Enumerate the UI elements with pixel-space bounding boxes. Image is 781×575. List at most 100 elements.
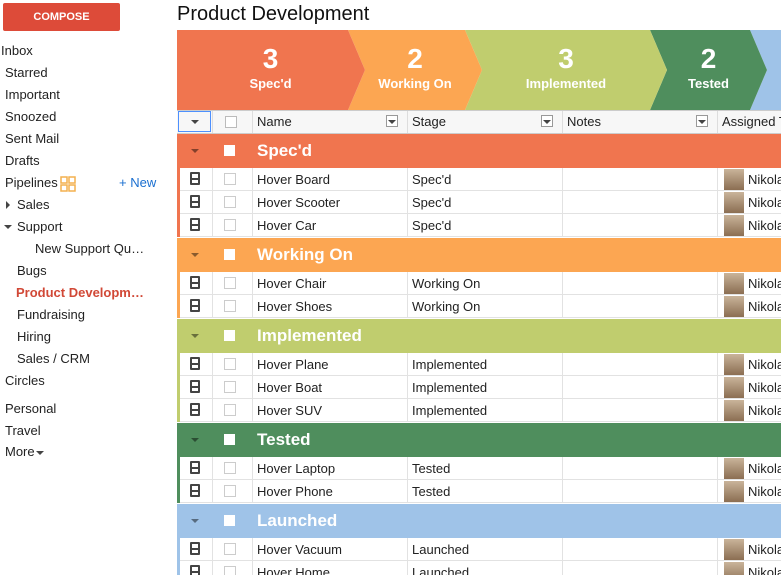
grid-line <box>407 480 408 503</box>
nav-item[interactable]: Starred <box>5 65 48 80</box>
row-checkbox[interactable] <box>224 300 236 312</box>
row-stripe <box>177 191 180 214</box>
row <box>177 538 781 561</box>
row-checkbox[interactable] <box>224 543 236 555</box>
column-header: Assigned T <box>722 114 781 129</box>
cell-assigned: Nikola <box>748 172 781 187</box>
nav-item[interactable]: Hiring <box>17 329 51 344</box>
grid-line <box>717 272 718 295</box>
grid-line <box>252 295 253 318</box>
group-checkbox[interactable] <box>224 515 235 526</box>
nav-item[interactable]: Bugs <box>17 263 47 278</box>
grid-line <box>407 376 408 399</box>
group-toggle[interactable] <box>191 149 199 153</box>
grid-line <box>190 201 200 203</box>
nav-item[interactable]: Sales / CRM <box>17 351 90 366</box>
grid-line <box>717 353 718 376</box>
row-checkbox[interactable] <box>224 462 236 474</box>
row-checkbox[interactable] <box>224 404 236 416</box>
new-pipeline-link[interactable]: + New <box>119 175 157 190</box>
nav-item[interactable]: Fundraising <box>17 307 85 322</box>
grid-line <box>407 168 408 191</box>
avatar <box>724 539 744 560</box>
nav-item[interactable]: Support <box>17 219 63 234</box>
compose-button[interactable]: COMPOSE <box>3 3 120 31</box>
column-dropdown-arrow[interactable] <box>543 120 551 124</box>
cell-stage: Launched <box>412 542 470 557</box>
nav-item[interactable]: Drafts <box>5 153 40 168</box>
grid-line <box>562 191 563 214</box>
column-menu[interactable] <box>191 120 199 124</box>
nav-item[interactable]: New Support Qu… <box>35 241 145 256</box>
grid-line <box>407 295 408 318</box>
row-checkbox[interactable] <box>224 358 236 370</box>
column-dropdown-arrow[interactable] <box>388 120 396 124</box>
row-stripe <box>177 272 180 295</box>
row-checkbox[interactable] <box>224 173 236 185</box>
group-toggle[interactable] <box>191 519 199 523</box>
nav-item[interactable]: Pipelines <box>5 175 58 190</box>
grid-line <box>717 457 718 480</box>
header-row <box>177 110 781 133</box>
cell-name: Hover Home <box>257 565 330 575</box>
nav-item-active[interactable]: Product Developm… <box>16 285 144 300</box>
row-checkbox[interactable] <box>224 196 236 208</box>
cell-stage: Spec'd <box>412 172 452 187</box>
more-arrow[interactable] <box>35 449 45 457</box>
group-header <box>177 238 781 272</box>
nav-item[interactable]: More <box>5 444 35 459</box>
grid-line <box>407 191 408 214</box>
stage-chevron <box>465 30 667 110</box>
avatar <box>724 296 744 317</box>
grid-line <box>190 224 200 226</box>
nav-item[interactable]: Circles <box>5 373 45 388</box>
group-checkbox[interactable] <box>224 145 235 156</box>
grid-line <box>407 561 408 575</box>
grid-line <box>177 421 781 422</box>
nav-item[interactable]: Snoozed <box>5 109 57 124</box>
row-checkbox[interactable] <box>224 381 236 393</box>
row-checkbox[interactable] <box>224 219 236 231</box>
grid-line <box>190 363 200 365</box>
group-checkbox[interactable] <box>224 434 235 445</box>
group-checkbox[interactable] <box>224 330 235 341</box>
row-checkbox[interactable] <box>224 485 236 497</box>
nav-item[interactable]: Personal <box>5 401 57 416</box>
row <box>177 295 781 318</box>
nav-item[interactable]: Sent Mail <box>5 131 60 146</box>
grid-line <box>717 111 718 133</box>
grid-line <box>190 305 200 307</box>
group-toggle[interactable] <box>191 438 199 442</box>
stage-chevron <box>348 30 482 110</box>
row-checkbox[interactable] <box>224 566 236 575</box>
column-dropdown-arrow[interactable] <box>698 120 706 124</box>
grid-line <box>717 295 718 318</box>
grid-line <box>177 560 781 561</box>
group-toggle[interactable] <box>191 253 199 257</box>
nav-item[interactable]: Important <box>5 87 60 102</box>
grid-line <box>407 538 408 561</box>
nav-item[interactable]: Sales <box>17 197 50 212</box>
cell-stage: Implemented <box>412 357 488 372</box>
group-checkbox[interactable] <box>224 249 235 260</box>
page-title: Product Development <box>177 3 370 25</box>
selected-cell <box>178 111 211 132</box>
row-stripe <box>177 353 180 376</box>
grid-line <box>717 538 718 561</box>
grid-line <box>562 480 563 503</box>
nav-item[interactable]: Inbox <box>1 43 33 58</box>
row-open-icon[interactable] <box>190 565 200 575</box>
grid-line <box>177 133 781 134</box>
grid-line <box>252 561 253 575</box>
grid-line <box>717 399 718 422</box>
nav-item[interactable]: Travel <box>5 423 41 438</box>
stage-label: Working On <box>378 76 451 91</box>
cell-name: Hover Laptop <box>257 461 336 476</box>
collapsed-arrow[interactable] <box>4 200 12 210</box>
group-toggle[interactable] <box>191 334 199 338</box>
row-stripe <box>177 214 180 237</box>
select-all-checkbox[interactable] <box>225 116 237 128</box>
expanded-arrow[interactable] <box>3 223 13 231</box>
row-checkbox[interactable] <box>224 277 236 289</box>
stage-label: Spec'd <box>249 76 291 91</box>
